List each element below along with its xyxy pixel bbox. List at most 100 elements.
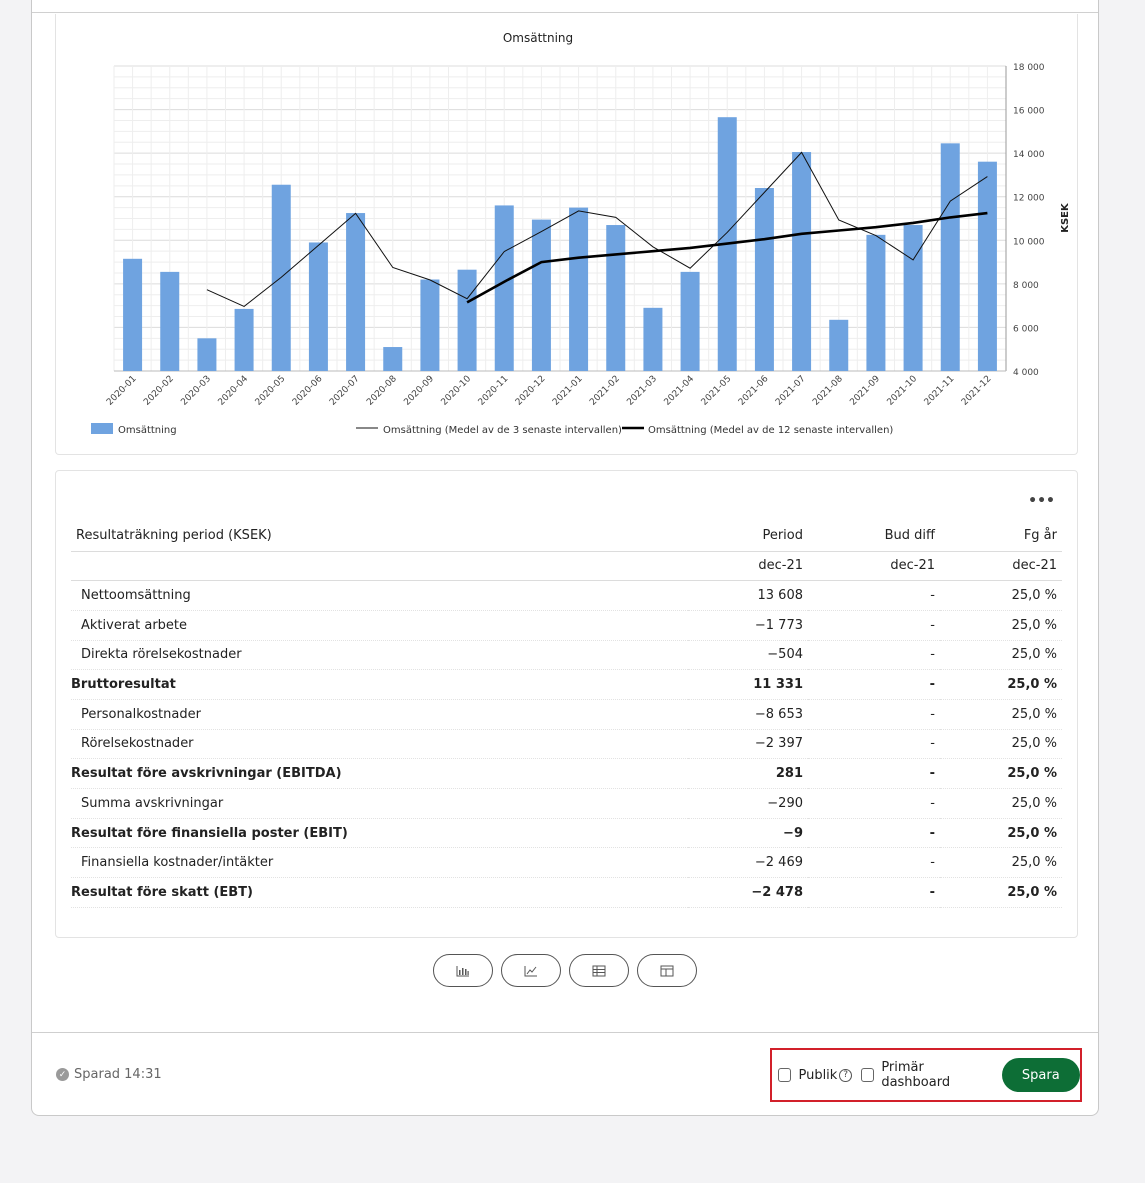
subheader-period: dec-21 [688,551,808,582]
dashboard-panel: Omsättning 18 000 16 000 14 000 12 000 10 000… [31,0,1099,1116]
check-circle-icon: ✓ [56,1068,69,1081]
table-view-button[interactable] [569,954,629,987]
primary-dashboard-checkbox[interactable] [860,1068,875,1082]
row-fg-ar: 25,0 % [940,610,1062,641]
row-period: −9 [688,818,808,849]
y-tick-label: 10 000 [1013,237,1045,247]
x-tick-label: 2020-03 [179,374,213,408]
bar [308,242,328,371]
table-row: Resultat före avskrivningar (EBITDA) 281-… [71,758,1062,789]
row-period: −504 [688,640,808,671]
bar [792,152,812,371]
income-statement-table: Resultaträkning period (KSEK) Period Bud… [71,521,1062,908]
row-bud-diff: - [808,847,940,879]
public-checkbox[interactable] [778,1068,792,1082]
row-period: −8 653 [688,699,808,730]
row-period: 11 331 [688,669,808,700]
x-tick-label: 2021-06 [737,374,771,408]
row-bud-diff: - [808,788,940,819]
primary-dashboard-label[interactable]: Primär dashboard [881,1060,951,1090]
row-bud-diff: - [808,877,940,908]
row-fg-ar: 25,0 % [940,669,1062,700]
more-options-icon[interactable]: ••• [1028,493,1055,509]
x-tick-label: 2021-09 [848,374,882,408]
bar-chart-view-button[interactable] [433,954,493,987]
x-tick-label: 2021-01 [551,374,585,408]
x-tick-label: 2020-07 [328,374,362,408]
layout-view-button[interactable] [637,954,697,987]
bar [494,205,514,371]
x-tick-label: 2021-04 [663,374,697,408]
y-tick-label: 16 000 [1013,107,1045,117]
legend-swatch-bar [91,423,113,434]
subheader-empty [71,551,688,582]
row-label: Summa avskrivningar [71,788,688,819]
row-period: −2 469 [688,847,808,879]
revenue-chart: Omsättning 18 000 16 000 14 000 12 000 10 000… [91,31,1071,436]
bar [866,234,886,371]
x-tick-label: 2020-05 [254,374,288,408]
row-fg-ar: 25,0 % [940,788,1062,819]
x-tick-label: 2021-05 [700,374,734,408]
save-button[interactable]: Spara [1001,1058,1080,1092]
table-row: Finansiella kostnader/intäkter −2 469-25,… [71,847,1062,879]
view-switcher [433,954,697,987]
line-chart-view-button[interactable] [501,954,561,987]
row-fg-ar: 25,0 % [940,818,1062,849]
series-line-avg12 [466,211,988,304]
x-tick-label: 2020-02 [142,374,176,408]
x-tick-label: 2020-04 [217,374,251,408]
bar [197,338,217,371]
table-row: Nettoomsättning 13 608-25,0 % [71,580,1062,611]
layout-icon [660,965,674,976]
bar [606,225,626,371]
table-row: Resultat före skatt (EBT) −2 478-25,0 % [71,877,1062,908]
table-row: Resultat före finansiella poster (EBIT) −… [71,818,1062,849]
public-label[interactable]: Publik [798,1067,838,1083]
x-tick-label: 2021-03 [625,374,659,408]
bar [977,161,997,371]
table-row: Summa avskrivningar −290-25,0 % [71,788,1062,819]
row-fg-ar: 25,0 % [940,640,1062,671]
row-fg-ar: 25,0 % [940,729,1062,760]
table-header-row: Resultaträkning period (KSEK) Period Bud… [71,521,1062,552]
row-bud-diff: - [808,699,940,730]
bar [420,279,440,371]
row-bud-diff: - [808,610,940,641]
row-bud-diff: - [808,640,940,671]
x-tick-label: 2021-08 [811,374,845,408]
bar [754,188,774,371]
header-bud-diff[interactable]: Bud diff [808,521,940,552]
header-period[interactable]: Period [688,521,808,552]
row-fg-ar: 25,0 % [940,580,1062,611]
x-tick-label: 2020-12 [514,374,548,408]
x-tick-label: 2020-10 [440,374,474,408]
row-label: Direkta rörelsekostnader [71,640,688,671]
subheader-bud: dec-21 [808,551,940,582]
row-period: −2 478 [688,877,808,908]
header-fg-ar[interactable]: Fg år [940,521,1062,552]
bar [829,319,849,371]
row-period: −1 773 [688,610,808,641]
x-tick-label: 2021-07 [774,374,808,408]
row-period: 13 608 [688,580,808,611]
row-label: Resultat före avskrivningar (EBITDA) [71,758,688,789]
row-label: Aktiverat arbete [71,610,688,641]
row-label: Nettoomsättning [71,580,688,611]
y-tick-label: 8 000 [1013,281,1039,291]
y-tick-label: 6 000 [1013,324,1039,334]
row-label: Resultat före skatt (EBT) [71,877,688,908]
x-tick-label: 2021-12 [960,374,994,408]
row-bud-diff: - [808,818,940,849]
help-icon[interactable]: ? [839,1068,852,1082]
row-label: Rörelsekostnader [71,729,688,760]
saved-label: Sparad 14:31 [74,1067,162,1082]
bar [160,271,180,371]
row-label: Personalkostnader [71,699,688,730]
y-tick-label: 14 000 [1013,150,1045,160]
y-tick-label: 12 000 [1013,194,1045,204]
x-tick-label: 2020-09 [402,374,436,408]
legend-label-bar: Omsättning [118,425,177,436]
x-tick-label: 2021-10 [886,374,920,408]
income-statement-card: ••• Resultaträkning period (KSEK) Period… [55,470,1078,938]
